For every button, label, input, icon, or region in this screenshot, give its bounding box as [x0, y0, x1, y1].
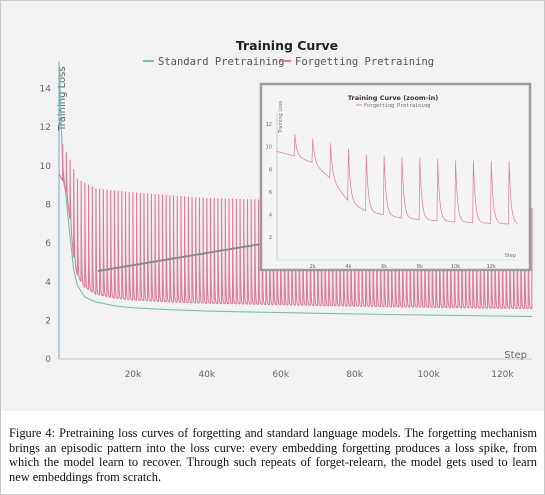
y-tick-label: 0 — [45, 355, 51, 365]
training-curve-chart: Training Curve Standard Pretraining Forg… — [40, 38, 533, 380]
x-axis-label: Step — [504, 350, 527, 361]
x-tick-label: 4k — [345, 264, 351, 270]
x-tick-label: 80k — [346, 370, 363, 380]
series-line-standard-pretraining — [58, 61, 533, 318]
caption-label: Figure 4: — [9, 426, 56, 440]
y-tick-label: 2 — [45, 316, 51, 326]
x-tick-label: 8k — [417, 264, 423, 270]
legend-label-forgetting: Forgetting Pretraining — [295, 56, 434, 68]
x-tick-label: 20k — [125, 370, 142, 380]
x-tick-label: 2k — [310, 264, 316, 270]
y-tick-label: 8 — [269, 167, 272, 173]
chart-title: Training Curve — [236, 38, 338, 53]
legend: Standard Pretraining Forgetting Pretrain… — [143, 56, 434, 68]
y-tick-label: 14 — [40, 84, 52, 94]
y-tick-label: 8 — [45, 200, 51, 210]
zoom-series — [276, 134, 518, 225]
zoom-x-tick-labels: 2k 4k 6k 8k 10k 12k — [310, 264, 496, 270]
zoom-x-axis-label: Step — [505, 253, 516, 259]
y-tick-labels: 0 2 4 6 8 10 12 14 — [40, 84, 52, 365]
y-tick-label: 4 — [269, 213, 272, 219]
zoom-inset-frame — [259, 82, 532, 272]
zoom-legend-label: Forgetting Pretraining — [364, 103, 430, 109]
caption-text: Pretraining loss curves of forgetting an… — [9, 426, 537, 484]
y-tick-label: 2 — [269, 235, 272, 241]
zoom-title: Training Curve (zoom-in) — [348, 94, 438, 102]
x-tick-label: 6k — [381, 264, 387, 270]
x-tick-labels: 20k 40k 60k 80k 100k 120k — [125, 370, 515, 380]
y-tick-label: 6 — [45, 239, 51, 249]
x-tick-label: 10k — [451, 264, 460, 270]
y-tick-label: 10 — [266, 145, 272, 151]
x-tick-label: 100k — [417, 370, 440, 380]
x-tick-label: 12k — [487, 264, 496, 270]
x-tick-label: 60k — [272, 370, 289, 380]
series-line-forgetting-pretraining — [276, 134, 518, 225]
y-tick-label: 4 — [45, 278, 51, 288]
figure-caption: Figure 4: Pretraining loss curves of forg… — [9, 426, 537, 484]
zoom-y-axis-label: Training Loss — [278, 100, 284, 134]
y-tick-label: 10 — [40, 162, 52, 172]
x-tick-label: 120k — [491, 370, 514, 380]
chart-panel: Training Curve Standard Pretraining Forg… — [1, 1, 544, 411]
zoom-y-tick-labels: 2 4 6 8 10 12 — [266, 122, 272, 241]
x-tick-label: 40k — [198, 370, 215, 380]
y-tick-label: 12 — [266, 122, 272, 128]
legend-label-standard: Standard Pretraining — [158, 56, 284, 68]
zoom-inset: Training Curve (zoom-in) Forgetting Pret… — [259, 82, 532, 272]
y-tick-label: 12 — [40, 123, 51, 133]
y-tick-label: 6 — [269, 190, 272, 196]
y-axis-label: Training Loss — [57, 66, 68, 132]
